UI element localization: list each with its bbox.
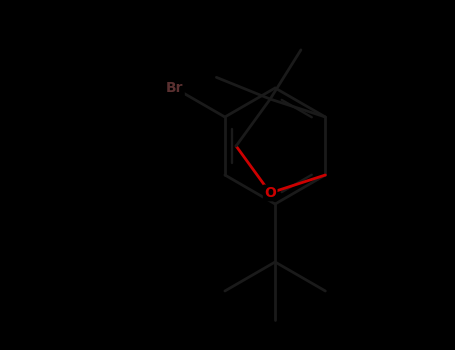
Text: Br: Br bbox=[166, 81, 183, 95]
Text: O: O bbox=[264, 186, 276, 200]
